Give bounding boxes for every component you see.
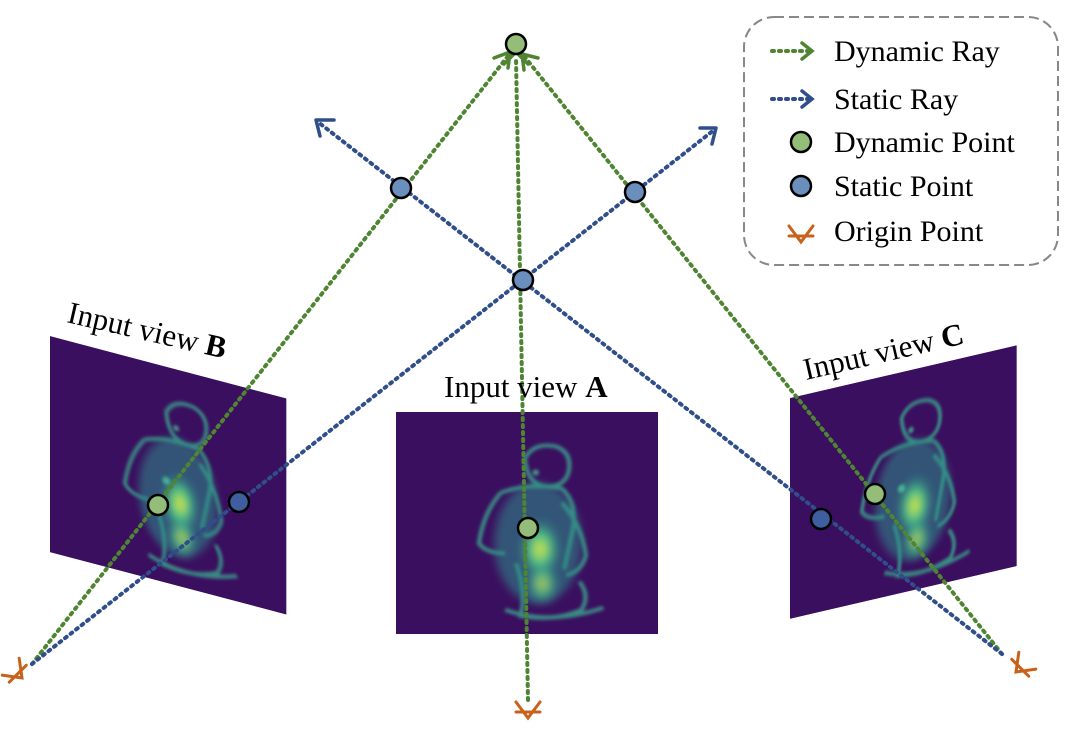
legend-item-origin-point: Origin Point [787, 215, 984, 248]
circle-icon [789, 174, 813, 198]
static-point-left [389, 176, 413, 200]
dynamic-point-view-a [516, 516, 540, 540]
legend-item-static-point: Static Point [789, 170, 974, 203]
static-point-right [623, 180, 647, 204]
svg-text:Origin Point: Origin Point [834, 215, 984, 248]
svg-text:Dynamic Ray: Dynamic Ray [834, 35, 1000, 68]
dynamic-point-view-b [146, 493, 170, 517]
view-label-a: Input view A [444, 369, 608, 404]
origin-point-c-icon [1010, 650, 1038, 678]
origin-point-b-icon [0, 656, 28, 684]
arrowhead-static-c [314, 118, 336, 138]
svg-text:Dynamic Point: Dynamic Point [834, 126, 1015, 159]
svg-text:Static Point: Static Point [834, 170, 974, 203]
circle-icon [789, 130, 813, 154]
origin-icon [787, 224, 815, 245]
dotted-arrow-icon [770, 41, 815, 61]
static-point-center [511, 268, 535, 292]
dynamic-point-top [504, 32, 528, 56]
dynamic-point-view-c [863, 482, 887, 506]
legend-item-static-ray: Static Ray [770, 83, 958, 116]
arrowhead-dynamic-b [492, 50, 512, 70]
dotted-arrow-icon [770, 89, 815, 109]
legend-item-dynamic-ray: Dynamic Ray [770, 35, 1000, 68]
legend-box [743, 16, 1059, 266]
legend: Dynamic Ray Static Ray Dynamic Point Sta… [743, 16, 1059, 266]
static-point-view-b [227, 490, 251, 514]
dynamic-ray-b [30, 54, 510, 666]
dynamic-ray-c [522, 54, 1004, 656]
origin-point-a-icon [514, 700, 542, 721]
dynamic-ray-a [514, 56, 530, 702]
arrowhead-static-b [698, 126, 718, 146]
legend-item-dynamic-point: Dynamic Point [789, 126, 1015, 159]
input-view-b-image [50, 336, 286, 615]
static-point-view-c [809, 507, 833, 531]
static-ray-c [316, 120, 1004, 656]
static-ray-b [30, 128, 716, 666]
arrowhead-dynamic-c [520, 52, 540, 72]
svg-text:Static Ray: Static Ray [834, 83, 958, 116]
